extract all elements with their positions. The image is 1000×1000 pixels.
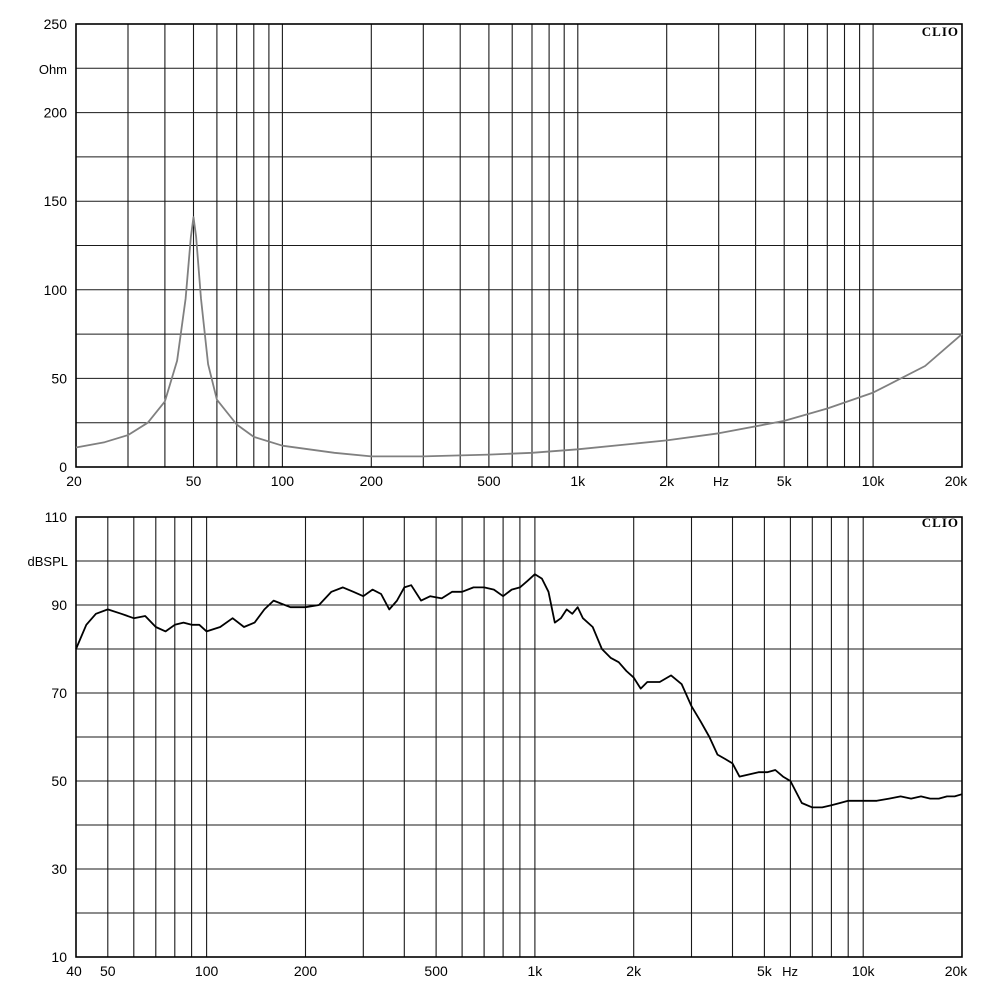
impedance-chart: 0 50 100 150 200 250 Ohm 20 50 100 200 500 1k 2k 5k 10k… — [39, 16, 968, 489]
y-tick-label: 150 — [44, 193, 68, 209]
x-axis-unit-label: Hz — [713, 474, 729, 489]
x-tick-label: 200 — [294, 963, 318, 979]
x-tick-label: 2k — [626, 963, 642, 979]
x-tick-label: 5k — [757, 963, 773, 979]
x-tick-label: 50 — [186, 473, 202, 489]
impedance-plot-frame — [75, 23, 963, 468]
x-tick-label: 20 — [66, 473, 82, 489]
x-axis-unit-label: Hz — [782, 964, 798, 979]
spl-plot-frame — [75, 516, 963, 958]
x-tick-label: 10k — [852, 963, 876, 979]
y-tick-label: 10 — [51, 949, 67, 965]
x-tick-label: 100 — [271, 473, 295, 489]
x-tick-label: 20k — [945, 963, 969, 979]
impedance-horizontal-gridlines — [76, 67, 962, 424]
y-tick-label: 0 — [59, 459, 67, 475]
x-tick-label: 500 — [424, 963, 448, 979]
spl-series-line — [75, 573, 963, 809]
x-tick-label: 100 — [195, 963, 219, 979]
y-tick-label: 100 — [44, 282, 68, 298]
spl-chart: 10 30 50 70 90 110 dBSPL 40 50 100 200 500 1k 2k 5k 10k… — [28, 509, 969, 979]
y-tick-label: 50 — [51, 370, 67, 386]
x-tick-label: 1k — [528, 963, 544, 979]
x-tick-label: 20k — [945, 473, 969, 489]
y-tick-label: 30 — [51, 861, 67, 877]
spl-horizontal-gridlines — [76, 560, 962, 914]
y-axis-unit-label: dBSPL — [28, 554, 68, 569]
x-tick-label: 50 — [100, 963, 116, 979]
clio-brand-label: CLIO — [922, 515, 959, 530]
x-tick-label: 200 — [360, 473, 384, 489]
x-tick-label: 500 — [477, 473, 501, 489]
y-tick-label: 70 — [51, 685, 67, 701]
clio-brand-label: CLIO — [922, 24, 959, 39]
x-tick-label: 40 — [66, 963, 82, 979]
y-tick-label: 90 — [51, 597, 67, 613]
y-tick-label: 110 — [45, 509, 68, 525]
y-tick-label: 250 — [44, 16, 68, 32]
x-tick-label: 2k — [659, 473, 675, 489]
y-tick-label: 50 — [51, 773, 67, 789]
impedance-series-line — [75, 216, 963, 458]
x-tick-label: 5k — [777, 473, 793, 489]
y-axis-unit-label: Ohm — [39, 62, 67, 77]
x-tick-label: 10k — [862, 473, 886, 489]
y-tick-label: 200 — [44, 105, 68, 121]
x-tick-label: 1k — [570, 473, 586, 489]
